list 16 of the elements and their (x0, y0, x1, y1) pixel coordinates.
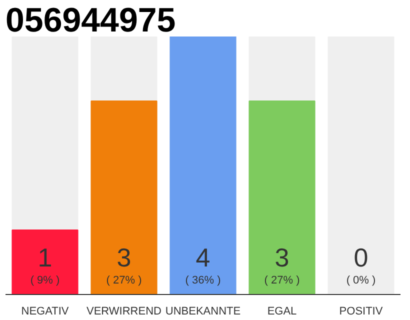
annotation: ( 0% ) (346, 274, 376, 286)
annotation: ( 36% ) (185, 274, 221, 286)
annotation: ( 27% ) (264, 274, 300, 286)
x-tick-label: EGAL (267, 306, 297, 318)
data-label: 1 (38, 242, 52, 272)
data-label: 0 (354, 242, 368, 272)
x-tick-label: VERWIRREND (86, 306, 162, 318)
annotation: ( 27% ) (106, 274, 142, 286)
annotation: ( 9% ) (30, 274, 60, 286)
data-label: 3 (274, 242, 290, 272)
x-tick-label: POSITIV (339, 306, 384, 318)
x-tick-label: UNBEKANNTE (165, 306, 241, 318)
data-label: 4 (196, 242, 210, 272)
x-tick-label: NEGATIV (21, 306, 70, 318)
chart-title: 056944975 (6, 2, 176, 40)
data-label: 3 (116, 242, 132, 272)
